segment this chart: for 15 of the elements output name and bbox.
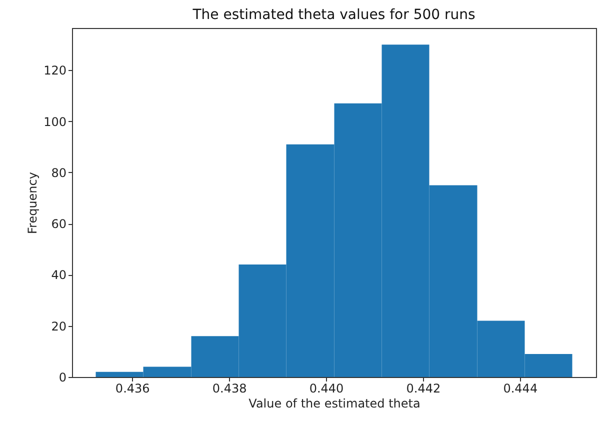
x-tick-label: 0.440 bbox=[309, 382, 344, 396]
y-axis-title: Frequency bbox=[26, 172, 40, 234]
y-tick-label: 100 bbox=[44, 114, 66, 129]
x-tick-label: 0.442 bbox=[406, 382, 441, 396]
y-tick-label: 0 bbox=[58, 370, 66, 384]
y-tick-label: 80 bbox=[51, 166, 66, 180]
chart-title: The estimated theta values for 500 runs bbox=[192, 7, 476, 23]
y-tick-label: 40 bbox=[51, 268, 66, 282]
x-tick-label: 0.444 bbox=[503, 382, 538, 396]
x-tick-label: 0.436 bbox=[115, 382, 150, 396]
y-tick-label: 120 bbox=[44, 64, 66, 78]
x-axis-title: Value of the estimated theta bbox=[248, 396, 420, 410]
x-tick-label: 0.438 bbox=[212, 382, 247, 396]
y-tick-label: 20 bbox=[51, 319, 66, 334]
y-tick-label: 60 bbox=[51, 217, 66, 232]
